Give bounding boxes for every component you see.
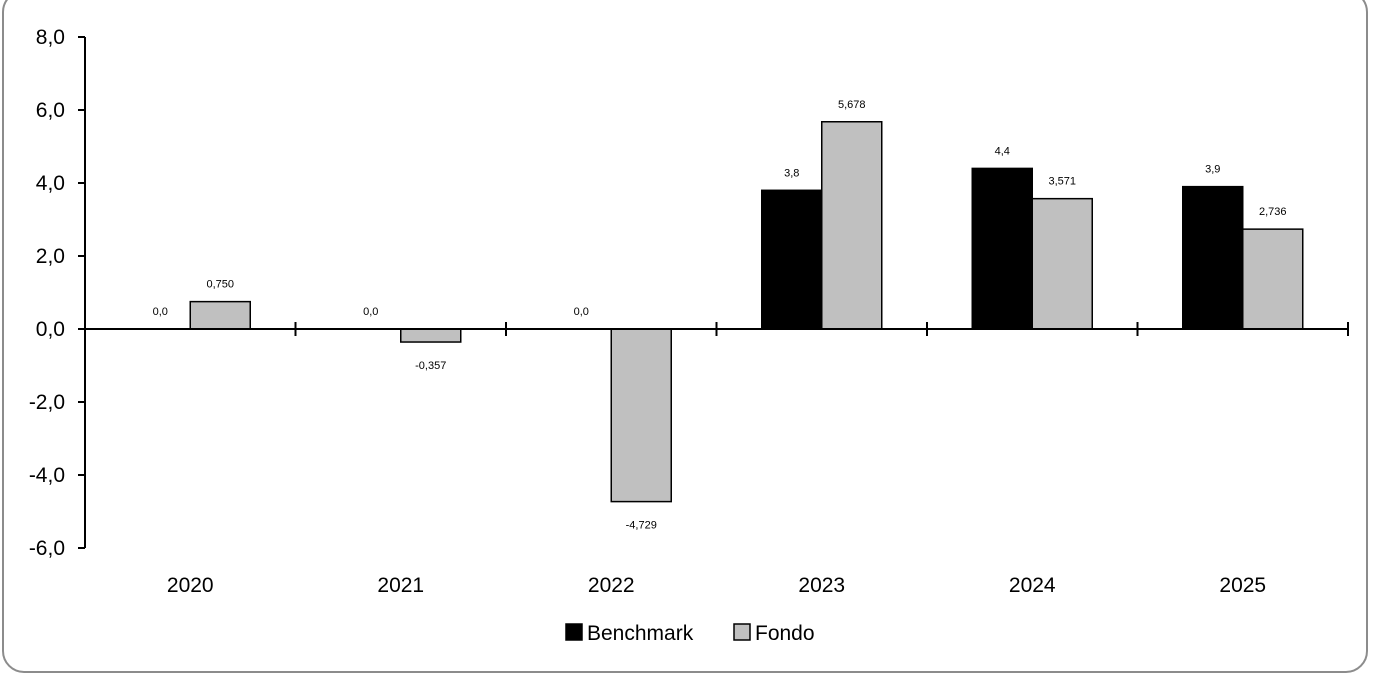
data-label-benchmark-2020: 0,0 — [153, 306, 168, 318]
bar-fondo-2022 — [610, 328, 672, 503]
bar-fondo-2020 — [189, 300, 251, 330]
y-tick-label: -4,0 — [29, 464, 65, 487]
data-label-fondo-2023: 5,678 — [838, 99, 866, 111]
x-category-label: 2022 — [588, 574, 635, 597]
legend-label-fondo: Fondo — [755, 622, 815, 645]
y-tick-label: -6,0 — [29, 537, 65, 560]
data-label-benchmark-2024: 4,4 — [995, 145, 1010, 157]
x-category-label: 2021 — [377, 574, 424, 597]
data-label-fondo-2025: 2,736 — [1259, 206, 1287, 218]
data-label-fondo-2020: 0,750 — [206, 279, 234, 291]
x-category-label: 2025 — [1219, 574, 1266, 597]
y-tick-label: -2,0 — [29, 391, 65, 414]
data-label-fondo-2024: 3,571 — [1048, 176, 1076, 188]
legend-label-benchmark: Benchmark — [587, 622, 694, 645]
x-category-label: 2020 — [167, 574, 214, 597]
bar-fondo-2021 — [400, 328, 462, 343]
legend-swatch-benchmark — [565, 623, 583, 641]
y-tick-label: 0,0 — [36, 318, 65, 341]
y-tick-label: 8,0 — [36, 26, 65, 49]
y-tick-label: 6,0 — [36, 99, 65, 122]
data-label-fondo-2022: -4,729 — [626, 520, 657, 532]
bar-fondo-2024 — [1031, 197, 1093, 330]
bar-fondo-2023 — [821, 121, 883, 330]
data-label-benchmark-2022: 0,0 — [574, 306, 589, 318]
bar-fondo-2025 — [1242, 228, 1304, 330]
x-category-label: 2023 — [798, 574, 845, 597]
data-label-benchmark-2025: 3,9 — [1205, 164, 1220, 176]
bar-benchmark-2025 — [1182, 185, 1244, 330]
bar-benchmark-2024 — [971, 167, 1033, 330]
legend-swatch-fondo — [733, 623, 751, 641]
y-tick-label: 2,0 — [36, 245, 65, 268]
bar-benchmark-2023 — [761, 189, 823, 330]
data-label-benchmark-2021: 0,0 — [363, 306, 378, 318]
data-label-fondo-2021: -0,357 — [415, 360, 446, 372]
x-category-label: 2024 — [1009, 574, 1056, 597]
data-label-benchmark-2023: 3,8 — [784, 167, 799, 179]
y-tick-label: 4,0 — [36, 172, 65, 195]
